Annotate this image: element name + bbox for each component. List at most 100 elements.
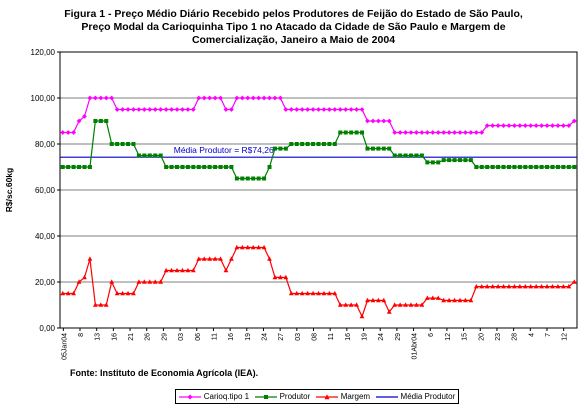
x-tick-label: 16 bbox=[228, 333, 235, 341]
data-point-margem bbox=[414, 302, 419, 307]
data-point-carioq bbox=[234, 95, 240, 101]
data-point-margem bbox=[566, 284, 572, 289]
data-point-carioq bbox=[288, 107, 294, 112]
data-point-margem bbox=[212, 256, 218, 261]
data-point-produtor bbox=[354, 130, 359, 135]
data-point-carioq bbox=[136, 107, 142, 112]
data-point-carioq bbox=[343, 107, 349, 112]
data-point-carioq bbox=[555, 123, 561, 128]
title-line-3: Comercialização, Janeiro a Maio de 2004 bbox=[191, 34, 396, 46]
data-point-margem bbox=[337, 302, 343, 307]
data-point-carioq bbox=[174, 107, 180, 112]
data-point-margem bbox=[71, 290, 77, 296]
data-point-produtor bbox=[98, 119, 103, 123]
data-point-carioq bbox=[490, 123, 496, 128]
legend-item: Média Produtor bbox=[375, 392, 455, 401]
data-point-produtor bbox=[93, 119, 98, 123]
data-point-margem bbox=[506, 284, 512, 289]
data-point-produtor bbox=[452, 158, 457, 163]
x-tick-label: 23 bbox=[495, 333, 502, 341]
data-point-margem bbox=[468, 297, 474, 303]
legend-swatch bbox=[254, 394, 277, 399]
x-tick-label: 6 bbox=[428, 333, 435, 337]
data-point-margem bbox=[136, 279, 142, 284]
data-point-margem bbox=[229, 256, 234, 261]
data-point-margem bbox=[109, 279, 115, 284]
x-tick-label: 06 bbox=[195, 333, 202, 341]
data-point-margem bbox=[288, 290, 294, 296]
data-point-produtor bbox=[430, 160, 435, 165]
data-point-produtor bbox=[545, 165, 550, 169]
data-point-margem bbox=[397, 302, 403, 307]
data-point-margem bbox=[92, 302, 98, 307]
data-point-carioq bbox=[392, 130, 398, 135]
data-point-carioq bbox=[294, 107, 300, 112]
x-tick-label: 03 bbox=[295, 333, 302, 341]
data-point-carioq bbox=[321, 107, 327, 112]
title-line-1: Figura 1 - Preço Médio Diário Recebido p… bbox=[64, 8, 523, 20]
x-tick-label: 11 bbox=[211, 333, 218, 340]
data-point-produtor bbox=[115, 142, 120, 146]
data-point-carioq bbox=[158, 107, 164, 112]
data-point-produtor bbox=[240, 176, 245, 181]
data-point-carioq bbox=[414, 130, 419, 135]
data-point-margem bbox=[539, 284, 545, 289]
data-point-margem bbox=[169, 267, 174, 273]
data-point-margem bbox=[120, 290, 125, 296]
x-tick-label: 24 bbox=[378, 333, 385, 341]
data-point-produtor bbox=[566, 165, 571, 169]
data-point-margem bbox=[457, 297, 463, 303]
data-point-margem bbox=[131, 290, 136, 296]
data-point-carioq bbox=[446, 130, 452, 135]
data-point-produtor bbox=[392, 153, 397, 158]
data-point-produtor bbox=[207, 165, 212, 169]
data-point-produtor bbox=[409, 153, 414, 158]
data-point-carioq bbox=[441, 130, 447, 135]
data-point-carioq bbox=[180, 107, 185, 112]
data-point-margem bbox=[60, 290, 66, 296]
x-tick-label: 7 bbox=[545, 333, 552, 337]
data-point-margem bbox=[201, 256, 207, 261]
data-point-carioq bbox=[278, 95, 283, 101]
data-point-produtor bbox=[485, 165, 490, 169]
y-tick-label: 100,00 bbox=[31, 94, 56, 103]
data-point-margem bbox=[408, 302, 414, 307]
legend-item: Produtor bbox=[254, 392, 310, 401]
data-point-margem bbox=[452, 297, 457, 303]
data-point-margem bbox=[343, 302, 349, 307]
data-point-produtor bbox=[387, 146, 392, 151]
data-point-produtor bbox=[234, 176, 239, 181]
data-point-produtor bbox=[267, 165, 272, 169]
data-point-carioq bbox=[386, 118, 392, 124]
data-point-margem bbox=[359, 313, 365, 319]
data-point-margem bbox=[332, 290, 338, 296]
data-point-margem bbox=[207, 256, 213, 261]
data-point-produtor bbox=[381, 146, 386, 151]
data-point-margem bbox=[446, 297, 452, 303]
data-point-carioq bbox=[528, 123, 534, 128]
data-point-carioq bbox=[82, 114, 87, 119]
data-point-carioq bbox=[267, 95, 272, 101]
data-point-carioq bbox=[196, 95, 202, 101]
y-tick-label: 0,00 bbox=[39, 324, 55, 333]
legend-item: Carioq.tipo 1 bbox=[178, 392, 249, 401]
data-point-produtor bbox=[60, 165, 65, 169]
data-point-carioq bbox=[479, 130, 485, 135]
data-point-margem bbox=[272, 274, 278, 280]
data-point-carioq bbox=[522, 123, 528, 128]
data-point-produtor bbox=[272, 146, 277, 151]
x-tick-label: 11 bbox=[328, 333, 335, 340]
data-point-produtor bbox=[196, 165, 201, 169]
data-point-margem bbox=[501, 284, 506, 289]
x-tick-label: 8 bbox=[78, 333, 85, 337]
axis-layer: 0,00 20,00 40,00 60,00 80,00 100,00 120,00 R$/s… bbox=[4, 48, 569, 360]
data-point-margem bbox=[365, 297, 370, 303]
data-point-carioq bbox=[544, 123, 550, 128]
data-point-carioq bbox=[256, 95, 262, 101]
data-point-produtor bbox=[419, 153, 424, 158]
data-point-carioq bbox=[359, 107, 365, 112]
data-point-margem bbox=[294, 290, 300, 296]
data-point-carioq bbox=[533, 123, 539, 128]
data-point-produtor bbox=[223, 165, 228, 169]
data-point-carioq bbox=[560, 123, 566, 128]
